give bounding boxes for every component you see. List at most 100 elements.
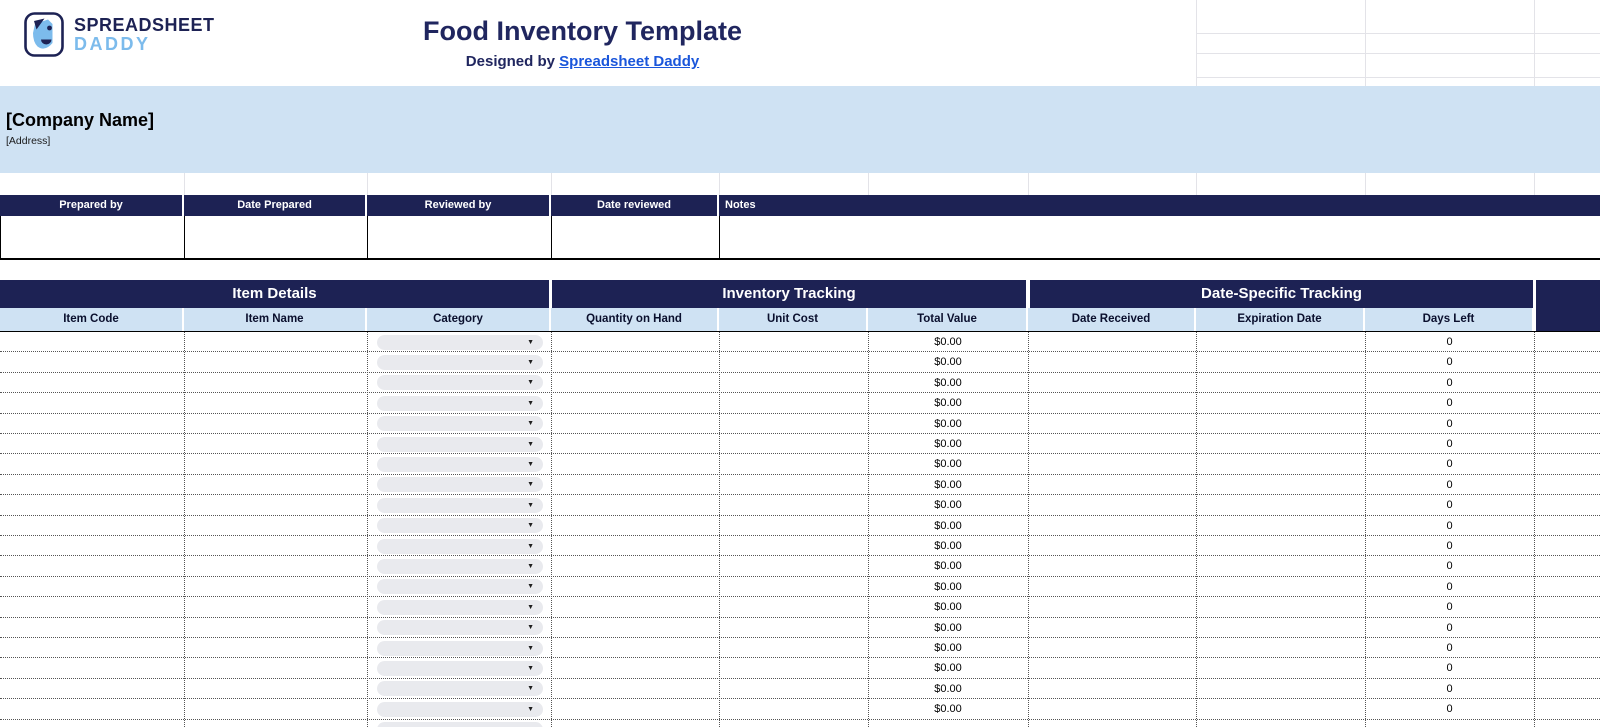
cell-category[interactable]: ▼ bbox=[367, 679, 551, 699]
cell-quantity-on-hand[interactable] bbox=[551, 393, 719, 413]
cell-date-received[interactable] bbox=[1028, 475, 1196, 495]
cell-days-left[interactable]: 0 bbox=[1446, 438, 1453, 450]
cell-date-received[interactable] bbox=[1028, 352, 1196, 372]
cell-total-value[interactable]: $0.00 bbox=[934, 376, 962, 389]
cell-days-left[interactable]: 0 bbox=[1446, 682, 1453, 695]
date-reviewed-input-cell[interactable] bbox=[551, 216, 719, 258]
cell-days-left[interactable]: 0 bbox=[1446, 336, 1453, 348]
cell-category[interactable]: ▼ bbox=[367, 556, 551, 576]
cell-days-left[interactable]: 0 bbox=[1446, 560, 1453, 573]
cell-unit-cost[interactable] bbox=[719, 414, 868, 434]
cell-quantity-on-hand[interactable] bbox=[551, 516, 719, 536]
cell-item-name[interactable] bbox=[184, 352, 367, 372]
company-address-cell[interactable]: [Address] bbox=[6, 135, 51, 147]
cell-expiration-date[interactable] bbox=[1196, 556, 1365, 576]
cell-item-code[interactable] bbox=[0, 475, 184, 495]
cell-item-code[interactable] bbox=[0, 658, 184, 678]
cell-item-code[interactable] bbox=[0, 352, 184, 372]
category-dropdown[interactable]: ▼ bbox=[377, 518, 543, 534]
cell-item-name[interactable] bbox=[184, 556, 367, 576]
cell-item-code[interactable] bbox=[0, 516, 184, 536]
cell-quantity-on-hand[interactable] bbox=[551, 638, 719, 658]
cell-expiration-date[interactable] bbox=[1196, 373, 1365, 393]
category-dropdown[interactable]: ▼ bbox=[377, 416, 543, 432]
category-dropdown[interactable]: ▼ bbox=[377, 375, 543, 391]
cell-category[interactable]: ▼ bbox=[367, 638, 551, 658]
cell-days-left[interactable]: 0 bbox=[1446, 499, 1453, 512]
cell-item-code[interactable] bbox=[0, 414, 184, 434]
cell-days-left[interactable]: 0 bbox=[1446, 356, 1453, 369]
cell-category[interactable]: ▼ bbox=[367, 414, 551, 434]
cell-date-received[interactable] bbox=[1028, 597, 1196, 617]
cell-unit-cost[interactable] bbox=[719, 352, 868, 372]
cell-expiration-date[interactable] bbox=[1196, 679, 1365, 699]
cell-total-value[interactable]: $0.00 bbox=[934, 703, 962, 716]
cell-quantity-on-hand[interactable] bbox=[551, 658, 719, 678]
cell-quantity-on-hand[interactable] bbox=[551, 597, 719, 617]
cell-expiration-date[interactable] bbox=[1196, 618, 1365, 638]
cell-unit-cost[interactable] bbox=[719, 516, 868, 536]
cell-item-name[interactable] bbox=[184, 414, 367, 434]
cell-unit-cost[interactable] bbox=[719, 658, 868, 678]
category-dropdown[interactable]: ▼ bbox=[377, 722, 543, 727]
cell-item-name[interactable] bbox=[184, 597, 367, 617]
cell-unit-cost[interactable] bbox=[719, 699, 868, 719]
cell-item-code[interactable] bbox=[0, 332, 184, 352]
category-dropdown[interactable]: ▼ bbox=[377, 538, 543, 554]
cell-total-value[interactable]: $0.00 bbox=[934, 499, 962, 512]
cell-item-code[interactable] bbox=[0, 434, 184, 454]
cell-item-name[interactable] bbox=[184, 393, 367, 413]
cell-quantity-on-hand[interactable] bbox=[551, 699, 719, 719]
cell-quantity-on-hand[interactable] bbox=[551, 536, 719, 556]
cell-category[interactable]: ▼ bbox=[367, 536, 551, 556]
cell-date-received[interactable] bbox=[1028, 434, 1196, 454]
prepared-by-input-cell[interactable] bbox=[0, 216, 184, 258]
cell-item-code[interactable] bbox=[0, 699, 184, 719]
cell-unit-cost[interactable] bbox=[719, 638, 868, 658]
cell-unit-cost[interactable] bbox=[719, 679, 868, 699]
cell-quantity-on-hand[interactable] bbox=[551, 577, 719, 597]
cell-days-left[interactable]: 0 bbox=[1446, 662, 1453, 675]
date-prepared-input-cell[interactable] bbox=[184, 216, 367, 258]
cell-item-code[interactable] bbox=[0, 618, 184, 638]
cell-total-value[interactable]: $0.00 bbox=[934, 662, 962, 675]
notes-input-cell[interactable] bbox=[719, 216, 1600, 258]
cell-unit-cost[interactable] bbox=[719, 475, 868, 495]
cell-item-name[interactable] bbox=[184, 332, 367, 352]
cell-item-name[interactable] bbox=[184, 373, 367, 393]
cell-category[interactable]: ▼ bbox=[367, 495, 551, 515]
cell-total-value[interactable]: $0.00 bbox=[934, 519, 962, 532]
cell-expiration-date[interactable] bbox=[1196, 393, 1365, 413]
category-dropdown[interactable]: ▼ bbox=[377, 640, 543, 656]
cell-total-value[interactable]: $0.00 bbox=[934, 682, 962, 695]
category-dropdown[interactable]: ▼ bbox=[377, 497, 543, 513]
cell-item-code[interactable] bbox=[0, 536, 184, 556]
cell-quantity-on-hand[interactable] bbox=[551, 454, 719, 474]
cell-item-name[interactable] bbox=[184, 495, 367, 515]
cell-category[interactable]: ▼ bbox=[367, 434, 551, 454]
cell-date-received[interactable] bbox=[1028, 618, 1196, 638]
category-dropdown[interactable]: ▼ bbox=[377, 620, 543, 636]
cell-date-received[interactable] bbox=[1028, 393, 1196, 413]
cell-item-code[interactable] bbox=[0, 393, 184, 413]
cell-unit-cost[interactable] bbox=[719, 536, 868, 556]
cell-date-received[interactable] bbox=[1028, 556, 1196, 576]
category-dropdown[interactable]: ▼ bbox=[377, 354, 543, 370]
cell-total-value[interactable]: $0.00 bbox=[934, 458, 962, 471]
cell-item-name[interactable] bbox=[184, 638, 367, 658]
category-dropdown[interactable]: ▼ bbox=[377, 579, 543, 595]
cell-item-code[interactable] bbox=[0, 495, 184, 515]
cell-category[interactable]: ▼ bbox=[367, 454, 551, 474]
cell-category[interactable]: ▼ bbox=[367, 597, 551, 617]
cell-days-left[interactable]: 0 bbox=[1446, 519, 1453, 532]
cell-date-received[interactable] bbox=[1028, 658, 1196, 678]
cell-quantity-on-hand[interactable] bbox=[551, 618, 719, 638]
category-dropdown[interactable]: ▼ bbox=[377, 599, 543, 615]
cell-unit-cost[interactable] bbox=[719, 597, 868, 617]
cell-category[interactable]: ▼ bbox=[367, 516, 551, 536]
cell-days-left[interactable]: 0 bbox=[1446, 417, 1453, 430]
cell-date-received[interactable] bbox=[1028, 373, 1196, 393]
cell-date-received[interactable] bbox=[1028, 332, 1196, 352]
cell-total-value[interactable]: $0.00 bbox=[934, 621, 962, 634]
cell-date-received[interactable] bbox=[1028, 638, 1196, 658]
